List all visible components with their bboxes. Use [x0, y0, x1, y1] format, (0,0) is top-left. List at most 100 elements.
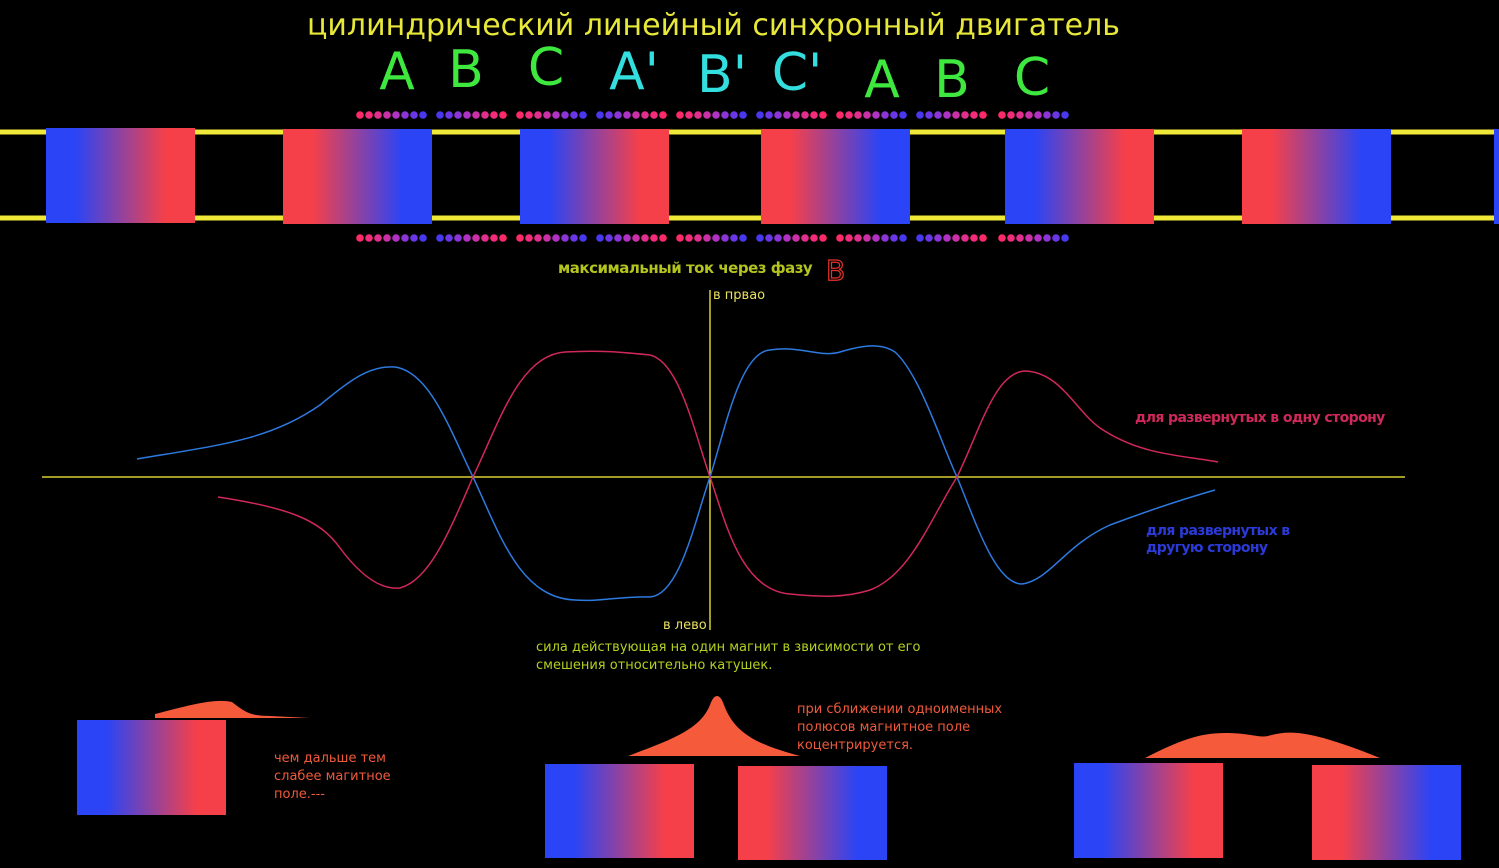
coil-dot: [650, 111, 658, 119]
coil-dot: [783, 111, 791, 119]
coil-dot: [774, 111, 782, 119]
coil-dot: [579, 111, 587, 119]
axis-label-bottom: в лево: [663, 618, 707, 633]
note-near: при сближении одноименных полюсов магнит…: [797, 702, 1003, 753]
coil-dot: [712, 234, 720, 242]
coil-dot: [614, 111, 622, 119]
coil-dot: [401, 234, 409, 242]
coil-dot: [943, 234, 951, 242]
coil-dot: [659, 234, 667, 242]
coil-dot: [1052, 234, 1060, 242]
coil-dot: [916, 234, 924, 242]
coil-dot: [694, 234, 702, 242]
coil-dot: [890, 111, 898, 119]
coil-dot: [525, 111, 533, 119]
coil-dot: [490, 111, 498, 119]
coil-dot: [383, 111, 391, 119]
phase-label: C: [1013, 48, 1051, 108]
coil-dot: [543, 234, 551, 242]
coil-dot: [659, 111, 667, 119]
coil-dot: [1016, 111, 1024, 119]
coil-dot: [499, 234, 507, 242]
coil-dot: [632, 111, 640, 119]
coil-dot: [570, 111, 578, 119]
coil-dot: [881, 111, 889, 119]
coil-dot: [961, 234, 969, 242]
coil-dot: [543, 111, 551, 119]
coil-dot: [970, 234, 978, 242]
coil-dot: [970, 111, 978, 119]
coil-dot: [1052, 111, 1060, 119]
coil-dots: [356, 111, 1069, 242]
coil-dot: [623, 111, 631, 119]
coil-dot: [916, 111, 924, 119]
curve-same: [217, 350, 1219, 597]
magnet: [761, 129, 910, 224]
coil-dot: [703, 111, 711, 119]
magnet: [1494, 129, 1499, 224]
magnet: [738, 766, 887, 860]
coil-dot: [845, 234, 853, 242]
coil-dot: [925, 234, 933, 242]
phase-label: A: [864, 50, 900, 110]
coil-dot: [436, 234, 444, 242]
coil-dot: [730, 234, 738, 242]
coil-dot: [632, 234, 640, 242]
legend-same: для развернутых в одну сторону: [1135, 410, 1385, 426]
coil-dot: [952, 234, 960, 242]
coil-dot: [756, 111, 764, 119]
coil-dot: [392, 234, 400, 242]
magnet: [77, 720, 226, 815]
coil-dot: [374, 111, 382, 119]
phase-label: B: [448, 40, 484, 100]
field-shape: [628, 696, 800, 756]
coil-dot: [712, 111, 720, 119]
coil-dot: [454, 111, 462, 119]
coil-dot: [463, 111, 471, 119]
coil-dot: [979, 111, 987, 119]
coil-dot: [1043, 111, 1051, 119]
phase-label: C: [527, 38, 565, 98]
coil-dot: [419, 234, 427, 242]
coil-dot: [561, 111, 569, 119]
coil-dot: [1016, 234, 1024, 242]
coil-dot: [899, 111, 907, 119]
coil-dot: [614, 234, 622, 242]
coil-dot: [739, 234, 747, 242]
coil-dot: [872, 111, 880, 119]
coil-dot: [534, 111, 542, 119]
coil-dot: [685, 111, 693, 119]
coil-dot: [756, 234, 764, 242]
coil-dot: [534, 234, 542, 242]
title: цилиндрический линейный синхронный двига…: [307, 8, 1120, 43]
coil-dot: [410, 234, 418, 242]
coil-dot: [676, 111, 684, 119]
coil-dot: [925, 111, 933, 119]
coil-dot: [596, 111, 604, 119]
coil-dot: [605, 234, 613, 242]
coil-dot: [1025, 234, 1033, 242]
coil-dot: [685, 234, 693, 242]
curve-opposite: [136, 345, 1216, 602]
coil-dot: [801, 111, 809, 119]
coil-dot: [810, 111, 818, 119]
coil-dot: [934, 234, 942, 242]
coil-dot: [836, 234, 844, 242]
field-shape: [1145, 732, 1380, 758]
coil-dot: [819, 234, 827, 242]
coil-dot: [463, 234, 471, 242]
coil-dot: [774, 234, 782, 242]
coil-dot: [650, 234, 658, 242]
coil-dot: [410, 111, 418, 119]
coil-dot: [392, 111, 400, 119]
coil-dot: [356, 234, 364, 242]
coil-dot: [1007, 234, 1015, 242]
coil-dot: [854, 111, 862, 119]
coil-dot: [1025, 111, 1033, 119]
coil-dot: [730, 111, 738, 119]
coil-dot: [436, 111, 444, 119]
coil-dot: [374, 234, 382, 242]
phase-highlight: B: [826, 254, 845, 287]
coil-dot: [721, 234, 729, 242]
